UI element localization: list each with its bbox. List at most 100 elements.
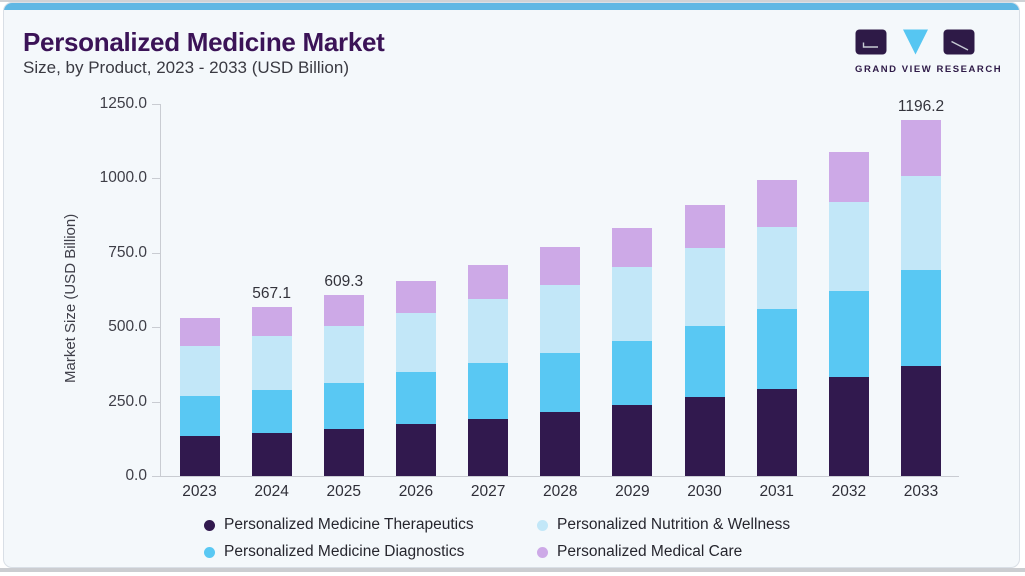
- legend-swatch-icon: [204, 546, 215, 558]
- bar-segment: [251, 307, 292, 336]
- bar-segment: [684, 397, 725, 476]
- bar-segment: [323, 382, 364, 430]
- bar-segment: [901, 366, 941, 476]
- y-tick-label: 0.0: [125, 467, 147, 484]
- y-tick-label: 750.0: [108, 243, 147, 261]
- bar-segment: [323, 325, 364, 383]
- accent-topbar: [4, 3, 1019, 10]
- x-tick-label: 2033: [903, 483, 939, 500]
- chart-card: Personalized Medicine Market Size, by Pr…: [3, 2, 1020, 568]
- bar-segment: [756, 308, 797, 389]
- bar-segment: [612, 227, 653, 267]
- bar-segment: [468, 264, 509, 299]
- bar-segment: [612, 405, 653, 476]
- bar-segment: [323, 294, 364, 326]
- bar-segment: [901, 269, 941, 367]
- legend-item: Personalized Medicine Diagnostics: [204, 541, 537, 563]
- page-subtitle: Size, by Product, 2023 - 2033 (USD Billi…: [23, 58, 349, 77]
- bar-column-2025: [323, 294, 364, 476]
- y-tick-mark: [152, 476, 160, 477]
- logo-wordmark: GRAND VIEW RESEARCH: [855, 64, 1003, 75]
- legend-swatch-icon: [537, 546, 548, 558]
- legend-item: Personalized Nutrition & Wellness: [537, 514, 790, 536]
- x-tick-label: 2030: [687, 483, 722, 500]
- x-tick-label: 2032: [831, 483, 867, 500]
- bar-segment: [179, 396, 220, 436]
- bar-segment: [756, 226, 797, 309]
- bar-column-2029: [612, 227, 653, 476]
- bar-segment: [756, 180, 797, 227]
- x-tick-label: 2031: [759, 483, 794, 500]
- bar-segment: [901, 175, 941, 270]
- bar-segment: [395, 281, 436, 314]
- bar-segment: [828, 151, 869, 203]
- bar-segment: [179, 435, 220, 476]
- x-tick-label: 2025: [326, 483, 362, 500]
- bar-segment: [684, 204, 725, 248]
- y-tick-mark: [152, 252, 160, 254]
- bar-column-2024: [251, 307, 292, 476]
- legend-item: Personalized Medicine Therapeutics: [204, 514, 537, 536]
- bar-column-2033: [901, 120, 941, 476]
- y-tick-label: 1000.0: [99, 169, 147, 187]
- bar-segment: [540, 412, 581, 476]
- legend-label: Personalized Medicine Therapeutics: [224, 516, 474, 533]
- bar-segment: [540, 352, 581, 413]
- card-bottom-shadow: [0, 568, 1025, 572]
- bar-column-2026: [395, 281, 436, 476]
- x-tick-label: 2029: [615, 483, 650, 500]
- y-tick-label: 500.0: [108, 318, 147, 336]
- bar-segment: [251, 335, 292, 390]
- bar-segment: [395, 424, 436, 476]
- x-tick-label: 2026: [398, 483, 434, 500]
- bar-segment: [756, 388, 797, 476]
- bar-segment: [684, 325, 725, 398]
- y-tick-label: 1250.0: [99, 95, 147, 112]
- bar-column-2023: [179, 318, 220, 476]
- legend-swatch-icon: [537, 519, 548, 531]
- bar-segment: [684, 247, 725, 326]
- grand-view-research-logo: GRAND VIEW RESEARCH: [855, 29, 1007, 75]
- y-tick-mark: [152, 401, 160, 403]
- y-tick-mark: [152, 104, 160, 105]
- bar-segment: [395, 371, 436, 425]
- bar-column-2032: [828, 151, 869, 476]
- bar-total-label: 1196.2: [897, 98, 945, 115]
- legend-swatch-icon: [204, 519, 215, 531]
- bar-column-2028: [540, 247, 581, 476]
- y-tick-label: 250.0: [108, 392, 147, 410]
- x-tick-label: 2028: [543, 483, 578, 500]
- y-tick-mark: [152, 327, 160, 329]
- legend-item: Personalized Medical Care: [537, 541, 790, 563]
- bar-segment: [468, 298, 509, 364]
- bar-segment: [540, 247, 581, 285]
- bar-segment: [395, 313, 436, 372]
- chart-legend: Personalized Medicine Therapeutics Person…: [204, 514, 790, 563]
- bar-segment: [828, 291, 869, 378]
- page-title: Personalized Medicine Market: [23, 27, 385, 57]
- x-tick-label: 2023: [182, 483, 217, 500]
- x-tick-label: 2024: [254, 483, 289, 500]
- bar-segment: [468, 363, 509, 419]
- bar-column-2031: [756, 180, 797, 476]
- bar-column-2030: [684, 204, 725, 476]
- x-axis-line: [152, 476, 959, 477]
- x-tick-label: 2027: [470, 483, 506, 500]
- bar-segment: [612, 340, 653, 406]
- bar-segment: [468, 418, 509, 476]
- y-tick-mark: [152, 178, 160, 180]
- bar-segment: [540, 284, 581, 353]
- legend-label: Personalized Medicine Diagnostics: [224, 543, 465, 560]
- bar-segment: [251, 433, 292, 476]
- bar-segment: [901, 120, 941, 176]
- bar-segment: [179, 318, 220, 346]
- bar-segment: [828, 202, 869, 292]
- bar-total-label: 567.1: [252, 285, 292, 303]
- bar-segment: [612, 266, 653, 341]
- legend-label: Personalized Nutrition & Wellness: [557, 516, 791, 533]
- bar-segment: [251, 389, 292, 434]
- bar-segment: [828, 377, 869, 476]
- legend-label: Personalized Medical Care: [557, 543, 743, 560]
- bar-total-label: 609.3: [324, 272, 364, 290]
- plot-area: [160, 104, 959, 476]
